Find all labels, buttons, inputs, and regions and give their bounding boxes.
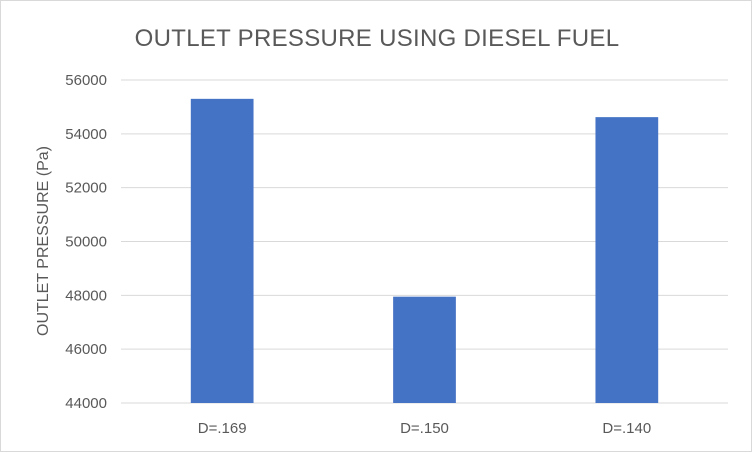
y-tick-label: 50000 — [65, 234, 107, 251]
y-tick-label: 48000 — [65, 287, 107, 304]
bars — [190, 98, 659, 404]
y-tick-label: 54000 — [65, 126, 107, 143]
y-tick-label: 46000 — [65, 341, 107, 358]
bar — [393, 296, 456, 403]
y-axis-ticks: 44000 46000 48000 50000 52000 54000 56000 — [65, 72, 107, 412]
chart-title: OUTLET PRESSURE USING DIESEL FUEL — [135, 25, 620, 52]
y-axis-title: OUTLET PRESSURE (Pa) — [35, 146, 52, 336]
x-tick-label: D=.169 — [198, 420, 247, 437]
bar — [595, 117, 659, 404]
y-tick-label: 56000 — [65, 72, 107, 89]
bar — [190, 98, 254, 403]
y-tick-label: 52000 — [65, 180, 107, 197]
x-axis-ticks: D=.169 D=.150 D=.140 — [198, 420, 651, 437]
y-tick-label: 44000 — [65, 395, 107, 412]
x-tick-label: D=.150 — [400, 420, 449, 437]
x-tick-label: D=.140 — [602, 420, 651, 437]
